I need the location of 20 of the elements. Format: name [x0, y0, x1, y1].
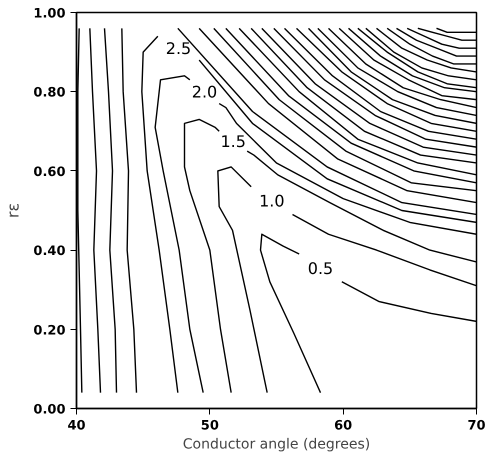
- line-series: [104, 28, 118, 394]
- y-tick-label: 0.40: [33, 244, 66, 260]
- x-axis-title: Conductor angle (degrees): [182, 436, 370, 452]
- series-label: 2.5: [166, 39, 192, 58]
- y-tick-label: 0.20: [33, 323, 66, 338]
- y-axis-title: rε: [3, 202, 22, 218]
- y-tick-label: 1.00: [33, 6, 66, 22]
- y-tick-label: 0.80: [33, 86, 66, 101]
- y-tick-label: 0.00: [33, 402, 66, 418]
- x-tick-label: 40: [67, 418, 86, 434]
- line-series: [89, 28, 102, 394]
- y-tick-label: 0.60: [33, 164, 66, 180]
- x-tick-label: 50: [200, 418, 219, 434]
- series-label: 1.5: [220, 132, 246, 152]
- x-tick-label: 70: [467, 418, 486, 434]
- series-label: 1.0: [259, 192, 285, 211]
- line-series: [121, 28, 138, 394]
- series-label: 2.0: [192, 82, 218, 102]
- series-label: 0.5: [308, 258, 334, 278]
- x-tick-label: 60: [334, 418, 352, 434]
